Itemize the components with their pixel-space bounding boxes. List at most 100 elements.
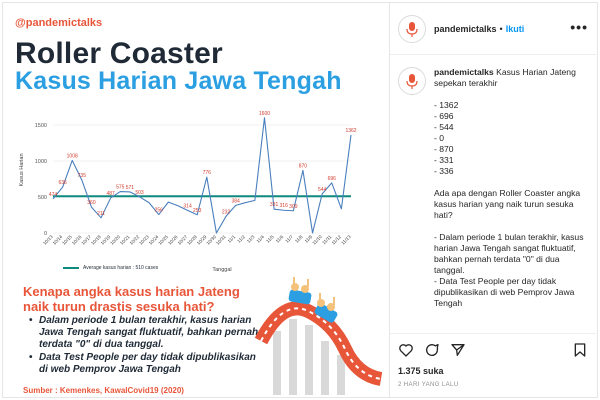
data-label: 544 <box>318 187 327 193</box>
source-note: Sumber : Kemenkes, KawalCovid19 (2020) <box>23 386 184 395</box>
y-tick-label: 500 <box>38 195 47 201</box>
data-label: 696 <box>328 176 337 182</box>
y-axis-label: Kasus Harian <box>19 153 25 186</box>
data-label: 232 <box>222 209 231 215</box>
x-tick-label: 11/5 <box>265 234 275 244</box>
caption-body: Kasus Harian Jateng sepekan terakhir - 1… <box>434 67 584 308</box>
x-tick-label: 11/11 <box>321 234 332 245</box>
x-tick-label: 11/6 <box>275 234 285 244</box>
x-tick-label: 10/28 <box>186 234 198 246</box>
x-tick-label: 10/25 <box>157 234 169 246</box>
post-image[interactable]: @pandemictalks Roller Coaster Kasus Hari… <box>2 2 390 398</box>
x-tick-label: 10/18 <box>90 234 102 246</box>
x-tick-label: 10/16 <box>71 234 83 246</box>
x-tick-label: 11/4 <box>256 234 266 244</box>
y-tick-label: 1500 <box>35 123 47 129</box>
x-tick-label: 10/13 <box>42 234 54 246</box>
data-label: 314 <box>183 203 192 209</box>
heart-icon[interactable] <box>398 342 414 358</box>
x-tick-label: 11/2 <box>236 234 246 244</box>
x-tick-label: 11/8 <box>294 234 304 244</box>
data-label: 474 <box>49 192 58 198</box>
follow-button[interactable]: Ikuti <box>505 23 525 34</box>
x-tick-label: 10/23 <box>138 234 150 246</box>
x-tick-label: 10/14 <box>52 234 64 246</box>
bookmark-icon[interactable] <box>572 342 588 358</box>
post-header: pandemictalks • Ikuti ••• <box>390 3 598 55</box>
avatar[interactable] <box>398 14 426 43</box>
caption-username[interactable]: pandemictalks <box>434 67 494 77</box>
data-label: 211 <box>97 211 105 217</box>
post-sidebar: pandemictalks • Ikuti ••• pandemictalks … <box>390 2 598 398</box>
caption-section: pandemictalks Kasus Harian Jateng sepeka… <box>390 55 598 333</box>
x-tick-label: 10/20 <box>109 234 121 246</box>
x-tick-label: 11/10 <box>311 234 323 246</box>
data-label: 503 <box>135 190 144 196</box>
x-tick-label: 10/30 <box>205 234 217 246</box>
x-axis-label: Tanggal <box>212 267 231 273</box>
x-tick-label: 10/31 <box>215 234 227 246</box>
x-tick-label: 11/7 <box>284 234 294 244</box>
legend-label: Average kasus harian : 510 cases <box>83 265 159 271</box>
image-title-line2: Kasus Harian Jawa Tengah <box>15 67 342 95</box>
x-tick-label: 11/3 <box>246 234 256 244</box>
x-tick-label: 10/27 <box>177 234 189 246</box>
action-bar: 1.375 suka 2 HARI YANG LALU <box>390 333 598 399</box>
action-icons <box>398 342 466 358</box>
data-label: 384 <box>231 198 240 204</box>
data-label: 735 <box>78 173 87 179</box>
bullet-list: Dalam periode 1 bulan terakhir, kasus ha… <box>29 315 259 377</box>
data-label: 571 <box>126 185 135 191</box>
x-tick-label: 10/21 <box>119 234 131 246</box>
data-label: 575 <box>116 185 125 191</box>
data-label: 316 <box>280 203 289 209</box>
bookmark-button[interactable] <box>572 342 588 363</box>
microphone-logo-icon <box>406 74 418 89</box>
x-tick-label: 10/17 <box>80 234 92 246</box>
data-label: 487 <box>107 191 116 197</box>
caption-text: pandemictalks Kasus Harian Jateng sepeka… <box>434 67 590 333</box>
x-tick-label: 10/24 <box>148 234 160 246</box>
microphone-logo-icon <box>406 21 418 37</box>
question-heading: Kenapa angka kasus harian Jateng naik tu… <box>23 284 240 314</box>
x-tick-label: 10/26 <box>167 234 179 246</box>
more-options-icon[interactable]: ••• <box>570 19 588 35</box>
data-label: 870 <box>299 163 308 169</box>
likes-count[interactable]: 1.375 suka <box>398 366 444 376</box>
share-icon[interactable] <box>450 342 466 358</box>
username-link[interactable]: pandemictalks <box>434 23 497 34</box>
x-tick-label: 10/29 <box>196 234 208 246</box>
data-label: 1008 <box>67 153 78 159</box>
chart-svg: 0 500 1000 1500 Kasus Harian 474 10/13 636 10/14… <box>19 111 357 273</box>
data-label: 253 <box>193 208 202 214</box>
image-handle: @pandemictalks <box>15 17 103 29</box>
x-tick-label: 11/12 <box>331 234 343 246</box>
roller-coaster-illustration <box>254 277 383 395</box>
comment-icon[interactable] <box>424 342 440 358</box>
x-tick-label: 10/22 <box>129 234 141 246</box>
data-label: 636 <box>58 180 67 186</box>
bullet-item: Dalam periode 1 bulan terakhir, kasus ha… <box>29 315 259 351</box>
data-label: 1362 <box>345 128 356 134</box>
x-tick-label: 11/13 <box>340 234 352 246</box>
y-tick-label: 1000 <box>35 159 47 165</box>
caption-avatar[interactable] <box>398 67 426 95</box>
post-timestamp[interactable]: 2 HARI YANG LALU <box>398 382 459 388</box>
series-line <box>52 117 352 234</box>
dot-separator: • <box>499 23 503 34</box>
x-tick-label: 10/19 <box>100 234 112 246</box>
data-label: 309 <box>289 204 298 210</box>
data-label: 1600 <box>259 111 270 117</box>
data-label: 776 <box>203 170 212 176</box>
line-chart: 0 500 1000 1500 Kasus Harian 474 10/13 636 10/14… <box>11 101 385 279</box>
data-label: 360 <box>87 200 96 206</box>
x-tick-label: 11/9 <box>304 234 314 244</box>
bullet-item: Data Test People per day tidak dipublika… <box>29 352 259 376</box>
data-label: 331 <box>270 202 279 208</box>
x-tick-label: 10/15 <box>61 234 73 246</box>
data-label: 256 <box>155 208 164 214</box>
chart-legend: Average kasus harian : 510 cases <box>63 265 158 271</box>
image-title-line1: Roller Coaster <box>15 37 223 70</box>
legend-swatch <box>63 267 79 269</box>
